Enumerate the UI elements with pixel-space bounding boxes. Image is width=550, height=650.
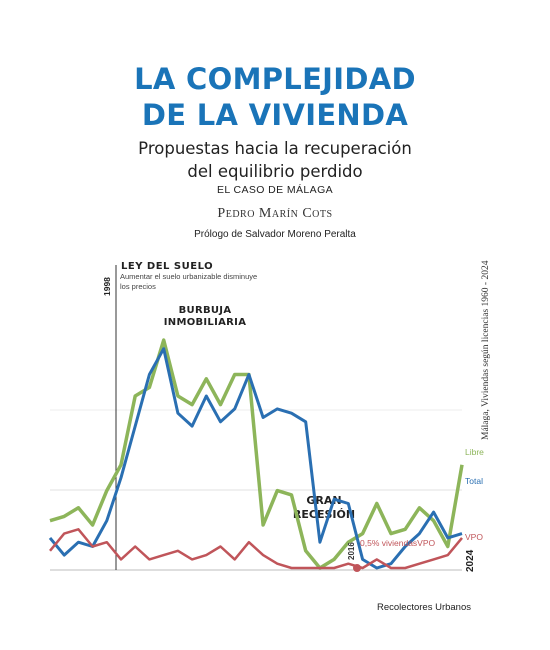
book-subtitle-line-2: del equilibrio perdido <box>187 162 363 181</box>
book-title-line-1: LA COMPLEJIDAD <box>134 62 416 96</box>
series-libre-line <box>49 338 464 570</box>
case-study-label: EL CASO DE MÁLAGA <box>216 184 334 196</box>
annotation-burbuja-box: BURBUJA INMOBILIARIA <box>163 305 247 328</box>
chart-title: Málaga, Viviendas según licencias 1960 -… <box>481 260 491 440</box>
publisher-name: Recolectores Urbanos <box>377 602 471 613</box>
author-name: Pedro Marín Cots <box>217 206 333 221</box>
annotation-ley-del-suelo: LEY DEL SUELO <box>121 261 213 272</box>
annotation-ley-note: Aumentar el suelo urbanizable disminuye … <box>120 272 258 291</box>
annotation-burbuja: BURBUJA INMOBILIARIA <box>163 305 247 328</box>
legend-vpo: VPO <box>465 532 483 542</box>
annotation-1998-year: 1998 <box>102 277 112 296</box>
annotation-2024-year: 2024 <box>465 549 476 572</box>
annotation-2016-year: 2016 <box>347 542 356 560</box>
series-vpo-line <box>49 528 463 570</box>
legend-total: Total <box>465 476 483 486</box>
book-subtitle-line-1: Propuestas hacia la recuperación <box>138 139 412 158</box>
book-title-line-2: DE LA VIVIENDA <box>141 98 409 132</box>
prologue-credit: Prólogo de Salvador Moreno Peralta <box>194 229 356 240</box>
annotation-vpo-percent: 0,5% viviendasVPO <box>360 538 436 548</box>
annotation-ley-note-box: Aumentar el suelo urbanizable disminuye … <box>120 272 258 291</box>
vpo-2016-marker <box>353 564 361 572</box>
legend-libre: Libre <box>465 447 484 457</box>
series-total-line <box>48 347 463 570</box>
